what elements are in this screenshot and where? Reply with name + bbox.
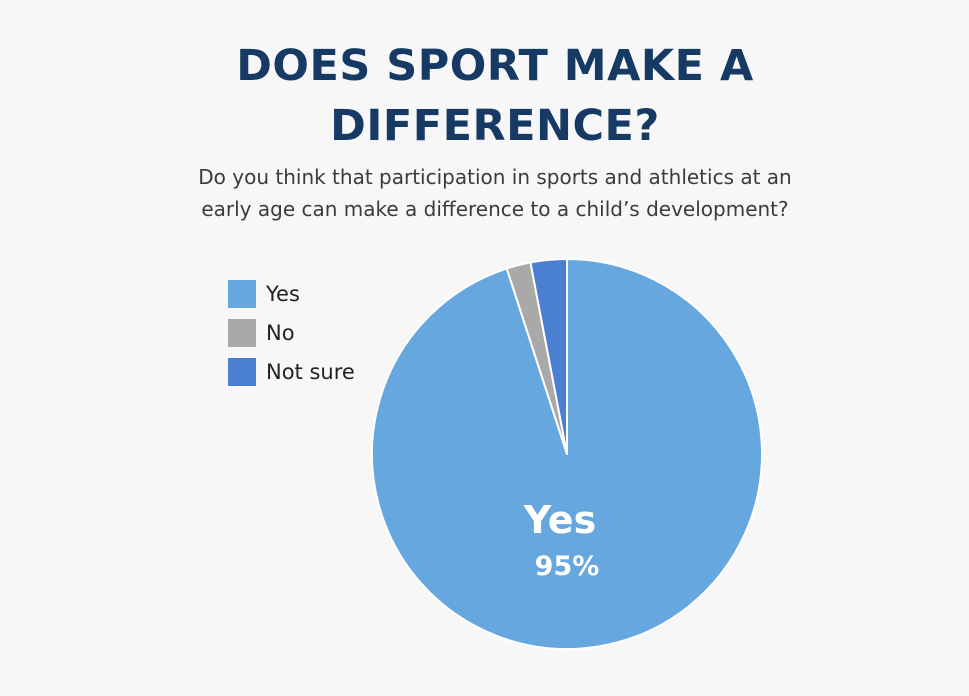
legend-swatch-not-sure: [228, 357, 256, 386]
slice-label-yes-name: Yes: [523, 498, 596, 542]
legend-item-no: No: [228, 313, 355, 352]
chart-subtitle: Do you think that participation in sport…: [0, 161, 969, 225]
pie-slice-not-sure: [529, 257, 568, 455]
legend-swatch-yes: [228, 279, 256, 308]
chart-subtitle-line-2: early age can make a difference to a chi…: [201, 197, 789, 221]
legend-item-yes: Yes: [228, 274, 355, 313]
legend-label-yes: Yes: [266, 281, 300, 306]
chart-subtitle-line-1: Do you think that participation in sport…: [198, 165, 792, 189]
slice-label-yes-value: 95%: [535, 551, 600, 582]
legend-item-not-sure: Not sure: [228, 352, 355, 391]
legend-label-no: No: [266, 320, 295, 345]
legend-label-not-sure: Not sure: [266, 359, 355, 384]
chart-title: DOES SPORT MAKE A DIFFERENCE?: [0, 36, 969, 156]
pie-slices: [371, 257, 763, 650]
legend-swatch-no: [228, 318, 256, 347]
chart-legend: Yes No Not sure: [228, 274, 355, 391]
chart-title-line-1: DOES SPORT MAKE A: [236, 41, 754, 91]
chart-title-line-2: DIFFERENCE?: [330, 101, 660, 151]
